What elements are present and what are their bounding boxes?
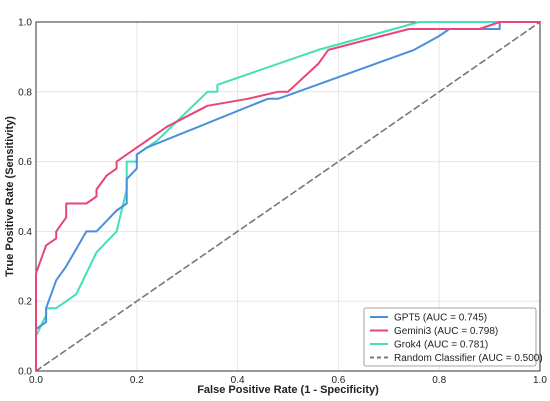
plot-frame (35, 21, 541, 372)
y-tick-label: 0.4 (18, 227, 32, 238)
y-tick-label: 0.0 (18, 367, 32, 378)
y-tick-label: 0.2 (18, 297, 32, 308)
legend-entry: Random Classifier (AUC = 0.500) (394, 353, 543, 364)
x-axis-label: False Positive Rate (1 - Specificity) (197, 384, 379, 396)
y-axis-label: True Positive Rate (Sensitivity) (4, 116, 16, 277)
y-tick-label: 1.0 (18, 18, 32, 29)
x-tick-label: 0.6 (331, 375, 345, 386)
series-layer (35, 21, 541, 372)
series-line-0 (35, 21, 541, 338)
legend-entry: Gemini3 (AUC = 0.798) (394, 326, 498, 337)
legend-entry: GPT5 (AUC = 0.745) (394, 313, 487, 324)
legend-box (363, 307, 537, 367)
x-tick-label: 0.2 (130, 375, 144, 386)
x-tick-label: 0.4 (231, 375, 245, 386)
x-tick-label: 0.8 (432, 375, 446, 386)
ticks-layer: 0.0 0.2 0.4 0.6 0.8 1.0 0.0 0.2 0.4 0.6 0.8 1.0 (18, 18, 547, 387)
series-line-1 (35, 21, 541, 372)
y-tick-label: 0.8 (18, 87, 32, 98)
x-tick-label: 1.0 (533, 375, 547, 386)
legend-entry: Grok4 (AUC = 0.781) (394, 340, 488, 351)
y-tick-label: 0.6 (18, 157, 32, 168)
series-line-3 (35, 21, 541, 372)
x-tick-label: 0.0 (29, 375, 43, 386)
legend: GPT5 (AUC = 0.745) Gemini3 (AUC = 0.798) G… (363, 307, 543, 367)
